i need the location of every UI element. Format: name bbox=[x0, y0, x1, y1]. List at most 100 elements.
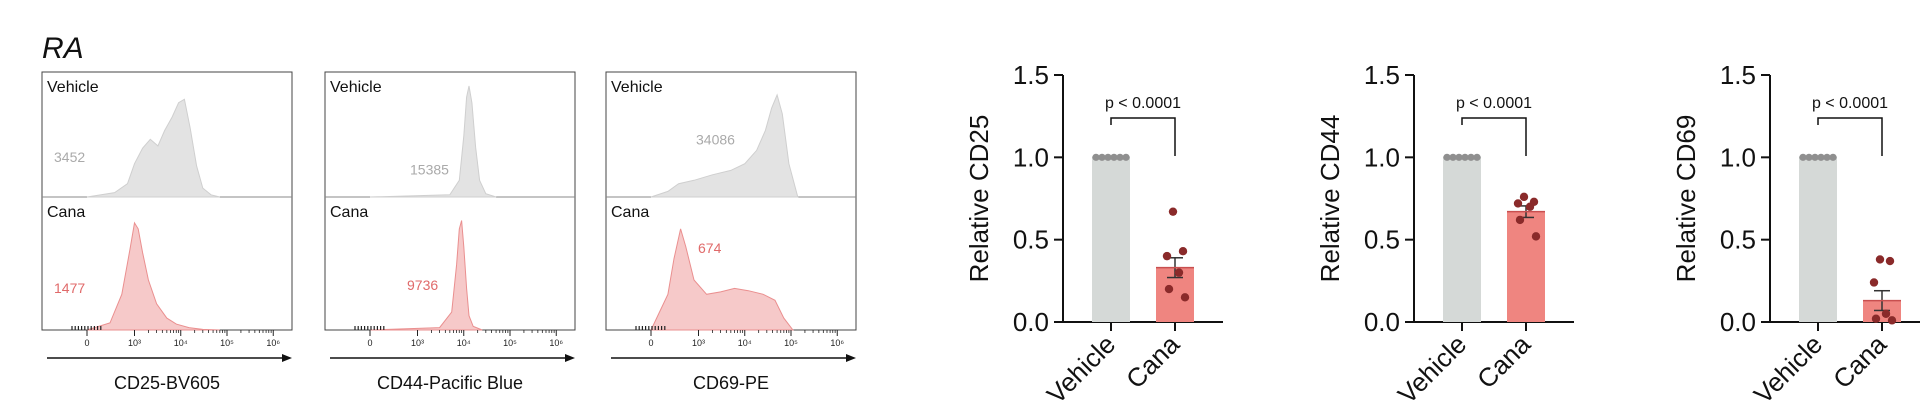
histogram-panels: Vehicle 3452 Cana 1477 0 10³ 10⁴ 10⁵ 10⁶ CD25-BV6… bbox=[41, 71, 857, 393]
histogram-3: Vehicle 34086 Cana 674 0 10³ 10⁴ 10⁵ 10⁶ CD69-PE bbox=[605, 71, 857, 393]
bar-data-point bbox=[1098, 153, 1106, 161]
histogram-arrow-head bbox=[846, 354, 856, 362]
histogram-cana-curve bbox=[650, 228, 794, 331]
histogram-cana-value: 9736 bbox=[407, 277, 438, 293]
bar-data-point bbox=[1162, 251, 1172, 261]
bar-y-tick-label: 1.0 bbox=[1013, 142, 1049, 172]
histogram-cana-curve bbox=[86, 221, 220, 331]
histogram-tick-label: 10⁵ bbox=[503, 338, 517, 348]
bar-y-tick-label: 0.5 bbox=[1013, 225, 1049, 255]
significance-label: p < 0.0001 bbox=[1456, 95, 1532, 112]
significance-bracket bbox=[1110, 117, 1176, 156]
bar-data-point bbox=[1467, 153, 1475, 161]
bar-data-point bbox=[1180, 293, 1190, 302]
bar-y-tick-label: 0.0 bbox=[1720, 307, 1756, 337]
bar-category-label: Vehicle bbox=[1392, 329, 1472, 409]
histogram-vehicle-value: 15385 bbox=[410, 162, 449, 178]
bar-data-point bbox=[1829, 153, 1837, 161]
bar-category-label: Cana bbox=[1120, 329, 1186, 395]
bar-data-point bbox=[1885, 256, 1895, 266]
histogram-vehicle-label: Vehicle bbox=[47, 79, 99, 96]
bar-ylabel: Relative CD25 bbox=[964, 115, 994, 283]
histogram-xlabel: CD44-Pacific Blue bbox=[377, 373, 523, 393]
histogram-tick-label: 0 bbox=[84, 338, 89, 348]
histogram-vehicle-label: Vehicle bbox=[611, 79, 663, 96]
histogram-tick-label: 10³ bbox=[411, 338, 424, 348]
bar-data-point bbox=[1525, 202, 1535, 211]
histogram-arrow-head bbox=[282, 354, 292, 362]
bar-data-point bbox=[1881, 309, 1891, 318]
histogram-cana-label: Cana bbox=[611, 204, 649, 221]
bar-data-point bbox=[1092, 153, 1100, 161]
bar-category-label: Vehicle bbox=[1748, 329, 1828, 409]
bar-ylabel: Relative CD69 bbox=[1671, 115, 1701, 283]
bar-data-point bbox=[1168, 207, 1178, 216]
bar-data-point bbox=[1869, 278, 1879, 287]
bar-data-point bbox=[1116, 153, 1124, 161]
bar-data-point bbox=[1122, 153, 1130, 161]
histogram-tick-label: 10⁶ bbox=[549, 338, 563, 348]
bar-data-point bbox=[1164, 284, 1174, 294]
histogram-xlabel: CD69-PE bbox=[693, 373, 769, 393]
bar-data-point bbox=[1104, 153, 1112, 161]
bar-y-tick-label: 1.5 bbox=[1364, 60, 1400, 90]
bar-y-tick-label: 0.0 bbox=[1364, 307, 1400, 337]
bar-category-label: Vehicle bbox=[1041, 329, 1121, 409]
bar-vehicle bbox=[1092, 157, 1130, 322]
bar-data-point bbox=[1811, 153, 1819, 161]
bar-y-tick-label: 1.5 bbox=[1720, 60, 1756, 90]
histogram-vehicle-label: Vehicle bbox=[330, 79, 382, 96]
bar-data-point bbox=[1875, 255, 1885, 264]
bar-y-tick-label: 1.5 bbox=[1013, 60, 1049, 90]
histogram-cana-value: 674 bbox=[698, 240, 722, 256]
histogram-tick-label: 0 bbox=[648, 338, 653, 348]
histogram-cana-value: 1477 bbox=[54, 280, 85, 296]
bar-category-label: Cana bbox=[1827, 329, 1893, 395]
bar-ylabel: Relative CD44 bbox=[1315, 115, 1345, 283]
significance-label: p < 0.0001 bbox=[1812, 95, 1888, 112]
bar-data-point bbox=[1823, 153, 1831, 161]
bar-vehicle bbox=[1443, 157, 1481, 322]
bar-data-point bbox=[1110, 153, 1118, 161]
histogram-tick-label: 10³ bbox=[128, 338, 141, 348]
bar-data-point bbox=[1519, 192, 1529, 202]
histogram-tick-label: 10⁴ bbox=[457, 338, 471, 348]
bar-data-point bbox=[1455, 153, 1463, 161]
histogram-tick-label: 0 bbox=[367, 338, 372, 348]
bar-vehicle bbox=[1799, 157, 1837, 322]
significance-bracket bbox=[1461, 117, 1527, 156]
histogram-vehicle-value: 3452 bbox=[54, 149, 85, 165]
histogram-cana-curve bbox=[369, 220, 483, 331]
histogram-arrow-head bbox=[565, 354, 575, 362]
bar-y-tick-label: 0.5 bbox=[1364, 225, 1400, 255]
significance-label: p < 0.0001 bbox=[1105, 95, 1181, 112]
bar-data-point bbox=[1799, 153, 1807, 161]
histogram-tick-label: 10⁴ bbox=[174, 338, 188, 348]
bar-data-point bbox=[1515, 215, 1525, 225]
histogram-vehicle-curve bbox=[369, 85, 497, 198]
histogram-tick-label: 10⁶ bbox=[830, 338, 844, 348]
histogram-cana-label: Cana bbox=[330, 204, 368, 221]
bar-data-point bbox=[1449, 153, 1457, 161]
bar-data-point bbox=[1805, 153, 1813, 161]
panel-label: RA bbox=[42, 32, 84, 65]
bar-data-point bbox=[1531, 232, 1541, 241]
bar-data-point bbox=[1817, 153, 1825, 161]
bar-cana bbox=[1507, 211, 1545, 322]
bar-y-tick-label: 0.5 bbox=[1720, 225, 1756, 255]
histogram-tick-label: 10⁵ bbox=[784, 338, 798, 348]
histogram-2: Vehicle 15385 Cana 9736 0 10³ 10⁴ 10⁵ 10⁶ CD44-Pa… bbox=[324, 71, 576, 393]
histogram-frame bbox=[324, 71, 576, 331]
bar-data-point bbox=[1513, 199, 1523, 208]
bar-data-point bbox=[1871, 314, 1881, 323]
bar-data-point bbox=[1473, 153, 1481, 161]
bar-data-point bbox=[1887, 316, 1897, 325]
histogram-tick-label: 10⁵ bbox=[220, 338, 234, 348]
histogram-tick-label: 10⁴ bbox=[738, 338, 752, 348]
histogram-cana-label: Cana bbox=[47, 204, 85, 221]
